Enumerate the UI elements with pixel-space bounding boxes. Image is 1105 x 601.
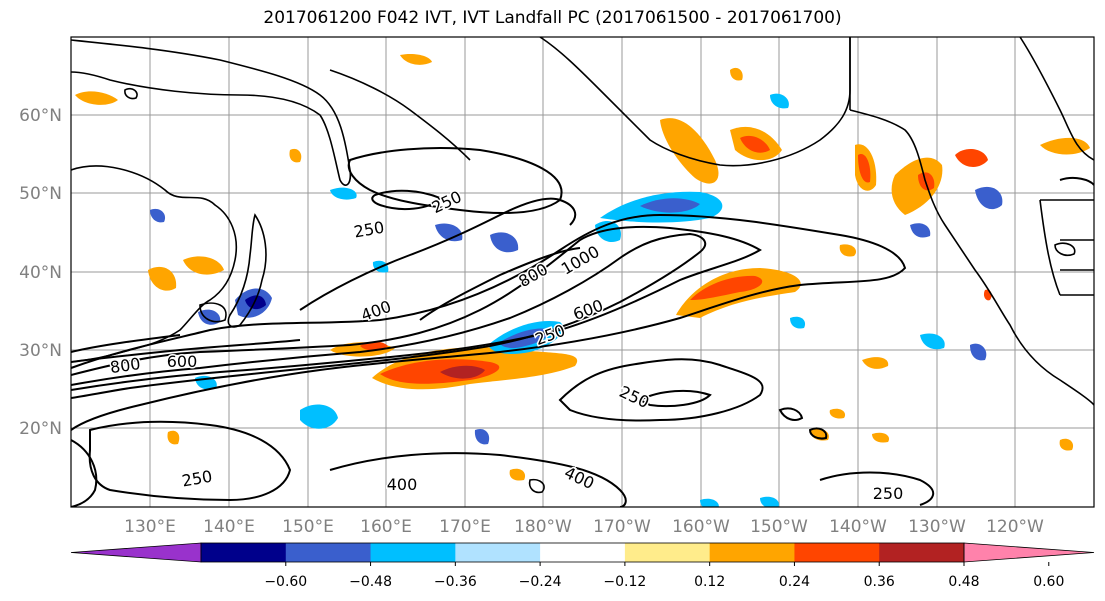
- colorbar-extend-high: [963, 542, 1095, 563]
- lon-tick-label: 170°W: [593, 517, 651, 537]
- colorbar-extend-low: [70, 542, 202, 563]
- colorbar-swatch: [540, 543, 626, 562]
- lat-tick-label: 50°N: [19, 184, 62, 204]
- colorbar-tick-labels: −0.60 −0.48 −0.36 −0.24 −0.12 0.12 0.24 0.36 0.4…: [264, 562, 1064, 590]
- lon-tick-label: 150°W: [750, 517, 808, 537]
- colorbar-swatch: [201, 543, 287, 562]
- lon-tick-label: 140°W: [829, 517, 887, 537]
- lon-tick-label: 180°W: [514, 517, 572, 537]
- lon-tick-label: 170°E: [439, 517, 491, 537]
- colorbar-tick-label: −0.36: [434, 574, 477, 590]
- latitude-tick-labels: 60°N 50°N 40°N 30°N 20°N: [19, 106, 62, 439]
- lon-tick-label: 130°W: [908, 517, 966, 537]
- colorbar-swatch: [709, 543, 795, 562]
- longitude-tick-labels: 130°E 140°E 150°E 160°E 170°E 180°W 170°W 160°W…: [124, 517, 1044, 537]
- colorbar-swatch: [794, 543, 880, 562]
- lat-tick-label: 40°N: [19, 263, 62, 283]
- colorbar-tick-label: 0.60: [1033, 574, 1064, 590]
- contour-label: 400: [387, 475, 418, 494]
- lon-tick-label: 120°W: [986, 517, 1044, 537]
- colorbar: [70, 542, 1095, 563]
- colorbar-tick-label: −0.24: [519, 574, 562, 590]
- colorbar-outline: [200, 542, 965, 563]
- colorbar-tick-label: 0.24: [779, 574, 810, 590]
- lat-tick-label: 20°N: [19, 419, 62, 439]
- colorbar-tick-label: 0.48: [948, 574, 979, 590]
- lon-tick-label: 160°E: [360, 517, 412, 537]
- colorbar-tick-label: −0.12: [603, 574, 646, 590]
- colorbar-tick-label: 0.36: [864, 574, 895, 590]
- colorbar-tick-label: −0.48: [349, 574, 392, 590]
- map-frame: [70, 36, 1095, 508]
- coastlines: [71, 37, 1094, 494]
- lat-tick-label: 60°N: [19, 106, 62, 126]
- colorbar-swatch: [370, 543, 456, 562]
- map-title: 2017061200 F042 IVT, IVT Landfall PC (20…: [263, 8, 842, 28]
- contour-label: 250: [873, 484, 904, 503]
- lon-tick-label: 160°W: [672, 517, 730, 537]
- lon-tick-label: 130°E: [124, 517, 176, 537]
- ivt-contours: [71, 147, 1094, 507]
- lon-tick-label: 150°E: [282, 517, 334, 537]
- colorbar-swatch: [285, 543, 372, 562]
- colorbar-swatch: [455, 543, 541, 562]
- colorbar-swatch: [624, 543, 711, 562]
- colorbar-swatch: [879, 543, 965, 562]
- lat-tick-label: 30°N: [19, 341, 62, 361]
- contour-label: 600: [167, 352, 198, 371]
- colorbar-tick-label: −0.60: [264, 574, 307, 590]
- colorbar-tick-label: 0.12: [694, 574, 725, 590]
- lon-tick-label: 140°E: [203, 517, 255, 537]
- positive-anomaly-shading: [75, 53, 1090, 481]
